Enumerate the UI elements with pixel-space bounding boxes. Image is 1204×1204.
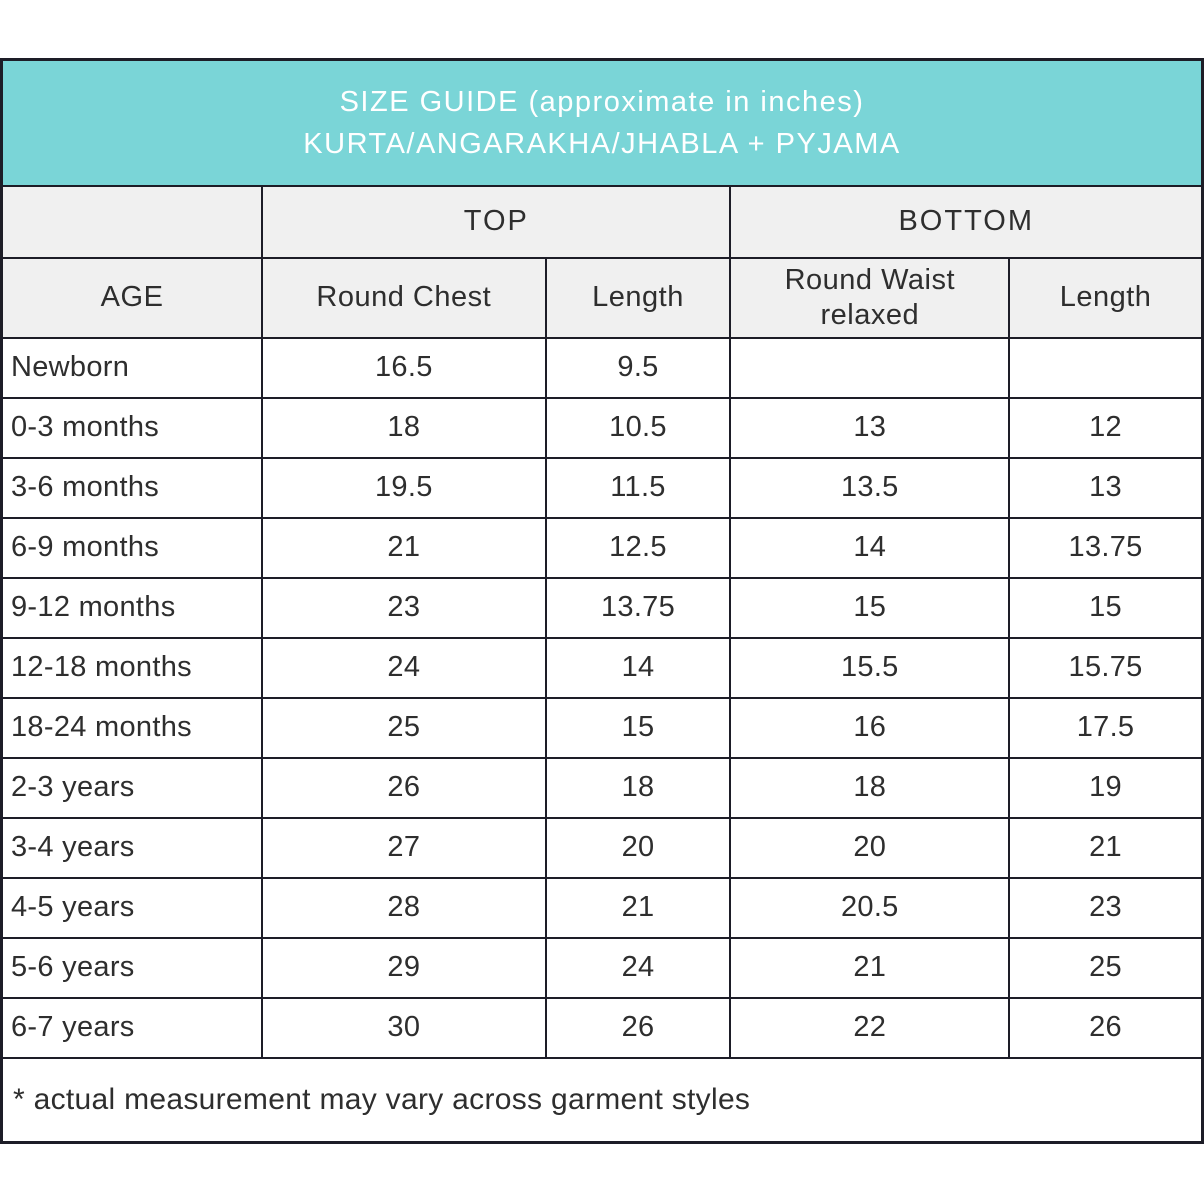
value-cell: 26 — [1008, 996, 1204, 1059]
footnote: * actual measurement may vary across gar… — [0, 1056, 1204, 1144]
age-cell: 4-5 years — [0, 876, 264, 939]
value-cell: 16 — [729, 696, 1011, 759]
banner-title-line2: KURTA/ANGARAKHA/JHABLA + PYJAMA — [303, 127, 901, 160]
value-cell: 21 — [1008, 816, 1204, 879]
value-cell: 14 — [544, 636, 732, 699]
table-row: 6-7 years 30 26 22 26 — [0, 996, 1204, 1059]
value-cell: 30 — [261, 996, 547, 1059]
value-cell: 21 — [544, 876, 732, 939]
value-cell: 18 — [544, 756, 732, 819]
footnote-row: * actual measurement may vary across gar… — [0, 1056, 1204, 1144]
table-row: Newborn 16.5 9.5 — [0, 336, 1204, 399]
value-cell: 21 — [729, 936, 1011, 999]
value-cell: 21 — [261, 516, 547, 579]
value-cell: 15 — [729, 576, 1011, 639]
value-cell: 15.5 — [729, 636, 1011, 699]
age-cell: Newborn — [0, 336, 264, 399]
value-cell: 18 — [729, 756, 1011, 819]
age-cell: 2-3 years — [0, 756, 264, 819]
value-cell: 14 — [729, 516, 1011, 579]
group-header-bottom: BOTTOM — [729, 184, 1204, 259]
age-cell: 18-24 months — [0, 696, 264, 759]
value-cell: 20 — [544, 816, 732, 879]
col-header-round-waist-label: Round Waist relaxed — [784, 263, 956, 331]
age-cell: 5-6 years — [0, 936, 264, 999]
value-cell: 24 — [544, 936, 732, 999]
value-cell: 13 — [729, 396, 1011, 459]
banner: SIZE GUIDE (approximate in inches) KURTA… — [0, 58, 1204, 187]
age-cell: 6-7 years — [0, 996, 264, 1059]
table-row: 6-9 months 21 12.5 14 13.75 — [0, 516, 1204, 579]
value-cell: 10.5 — [544, 396, 732, 459]
col-header-top-length: Length — [544, 256, 732, 339]
col-header-round-chest: Round Chest — [261, 256, 547, 339]
table-row: 4-5 years 28 21 20.5 23 — [0, 876, 1204, 939]
value-cell — [729, 336, 1011, 399]
value-cell: 29 — [261, 936, 547, 999]
value-cell: 20 — [729, 816, 1011, 879]
value-cell: 28 — [261, 876, 547, 939]
value-cell: 12 — [1008, 396, 1204, 459]
table-row: 12-18 months 24 14 15.5 15.75 — [0, 636, 1204, 699]
value-cell: 19 — [1008, 756, 1204, 819]
table-body: Newborn 16.5 9.5 0-3 months 18 10.5 13 12 3-6 mo… — [0, 336, 1204, 1059]
value-cell: 19.5 — [261, 456, 547, 519]
value-cell: 13.75 — [544, 576, 732, 639]
empty-corner-cell — [0, 184, 264, 259]
col-header-round-waist: Round Waist relaxed — [729, 256, 1011, 339]
table-row: 3-6 months 19.5 11.5 13.5 13 — [0, 456, 1204, 519]
value-cell: 15 — [544, 696, 732, 759]
value-cell: 9.5 — [544, 336, 732, 399]
value-cell: 13.5 — [729, 456, 1011, 519]
table-row: 9-12 months 23 13.75 15 15 — [0, 576, 1204, 639]
banner-row: SIZE GUIDE (approximate in inches) KURTA… — [0, 58, 1204, 187]
age-cell: 9-12 months — [0, 576, 264, 639]
age-cell: 3-4 years — [0, 816, 264, 879]
value-cell: 16.5 — [261, 336, 547, 399]
age-cell: 12-18 months — [0, 636, 264, 699]
value-cell: 15.75 — [1008, 636, 1204, 699]
value-cell: 25 — [1008, 936, 1204, 999]
value-cell: 13.75 — [1008, 516, 1204, 579]
value-cell: 26 — [544, 996, 732, 1059]
table-row: 5-6 years 29 24 21 25 — [0, 936, 1204, 999]
value-cell: 18 — [261, 396, 547, 459]
value-cell: 11.5 — [544, 456, 732, 519]
age-cell: 6-9 months — [0, 516, 264, 579]
value-cell: 23 — [261, 576, 547, 639]
value-cell — [1008, 336, 1204, 399]
value-cell: 20.5 — [729, 876, 1011, 939]
value-cell: 12.5 — [544, 516, 732, 579]
value-cell: 17.5 — [1008, 696, 1204, 759]
value-cell: 15 — [1008, 576, 1204, 639]
size-guide-table: SIZE GUIDE (approximate in inches) KURTA… — [0, 58, 1204, 1144]
col-header-age: AGE — [0, 256, 264, 339]
column-header-row: AGE Round Chest Length Round Waist relax… — [0, 256, 1204, 339]
value-cell: 13 — [1008, 456, 1204, 519]
col-header-bottom-length: Length — [1008, 256, 1204, 339]
table-row: 3-4 years 27 20 20 21 — [0, 816, 1204, 879]
value-cell: 24 — [261, 636, 547, 699]
age-cell: 3-6 months — [0, 456, 264, 519]
value-cell: 26 — [261, 756, 547, 819]
group-header-top: TOP — [261, 184, 732, 259]
value-cell: 22 — [729, 996, 1011, 1059]
banner-title-line1: SIZE GUIDE (approximate in inches) — [339, 85, 865, 118]
age-cell: 0-3 months — [0, 396, 264, 459]
value-cell: 23 — [1008, 876, 1204, 939]
table-row: 18-24 months 25 15 16 17.5 — [0, 696, 1204, 759]
column-group-row: TOP BOTTOM — [0, 184, 1204, 259]
table-row: 2-3 years 26 18 18 19 — [0, 756, 1204, 819]
table-row: 0-3 months 18 10.5 13 12 — [0, 396, 1204, 459]
value-cell: 27 — [261, 816, 547, 879]
value-cell: 25 — [261, 696, 547, 759]
